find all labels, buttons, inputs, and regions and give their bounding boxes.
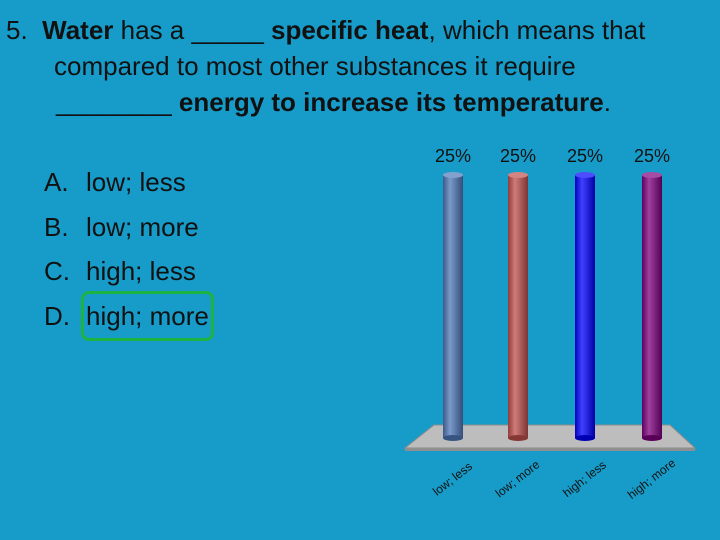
- answer-choice-c: C. high; less: [44, 249, 211, 294]
- chart-bar-0-top: [443, 172, 463, 178]
- answer-letter: B.: [44, 211, 69, 242]
- chart-category-label-3: high; more: [625, 456, 679, 502]
- answer-text: low; less: [86, 167, 186, 197]
- chart-bar-3: [642, 175, 662, 438]
- question-line3-segment-1: energy to increase its temperature: [178, 87, 604, 117]
- chart-bar-3-top: [642, 172, 662, 178]
- answer-choice-a: A. low; less: [44, 160, 211, 205]
- chart-bar-0-base: [443, 435, 463, 441]
- question-line3-segment-0: ________: [56, 87, 179, 117]
- question-line1-segment-3: , which means that: [428, 15, 646, 45]
- chart-bar-2-base: [575, 435, 595, 441]
- chart-value-label-1: 25%: [500, 146, 536, 166]
- chart-value-label-3: 25%: [634, 146, 670, 166]
- question-line-3: ________ energy to increase its temperat…: [6, 84, 714, 120]
- answer-letter: C.: [44, 256, 70, 286]
- question-line3-segment-2: .: [603, 87, 611, 117]
- chart-bar-1-base: [508, 435, 528, 441]
- answer-choice-d: D. high; more: [44, 290, 214, 341]
- chart-bar-2-top: [575, 172, 595, 178]
- chart-bar-2: [575, 175, 595, 438]
- answer-choices: A. low; less B. low; more C. high; less D. high…: [44, 160, 214, 341]
- chart-bar-1-top: [508, 172, 528, 178]
- chart-category-label-0: low; less: [430, 459, 475, 498]
- answer-choice-b: B. low; more: [44, 205, 211, 250]
- chart-category-labels: low; less low; more high; less high; more: [430, 456, 678, 502]
- answer-letter: A.: [44, 167, 69, 197]
- chart-bars: [443, 172, 662, 441]
- question-line1-segment-2: specific heat: [271, 15, 429, 45]
- question-number: 5.: [6, 15, 28, 45]
- chart-floor: [403, 424, 697, 451]
- chart-value-label-2: 25%: [567, 146, 603, 166]
- chart-value-label-0: 25%: [435, 146, 471, 166]
- answer-text: high; less: [86, 256, 196, 286]
- answer-text-correct-highlight: high; more: [81, 290, 214, 341]
- question-line-1: 5. Water has a _____ specific heat, whic…: [6, 12, 714, 48]
- question-line1-segment-1: has a _____: [113, 15, 271, 45]
- question-text: 5. Water has a _____ specific heat, whic…: [6, 12, 714, 120]
- chart-value-labels: 25% 25% 25% 25%: [435, 146, 670, 166]
- question-line1-segment-0: Water: [42, 15, 114, 45]
- chart-bar-0: [443, 175, 463, 438]
- answer-letter: D.: [44, 300, 70, 331]
- chart-category-label-2: high; less: [560, 458, 609, 500]
- answer-text: low; more: [86, 211, 199, 242]
- question-line2-segment-0: compared to most other substances it req…: [54, 51, 576, 81]
- question-line-2: compared to most other substances it req…: [6, 48, 714, 84]
- chart-bar-1: [508, 175, 528, 438]
- chart-bar-3-base: [642, 435, 662, 441]
- chart-category-label-1: low; more: [493, 457, 543, 500]
- chart-floor-edge: [405, 448, 695, 451]
